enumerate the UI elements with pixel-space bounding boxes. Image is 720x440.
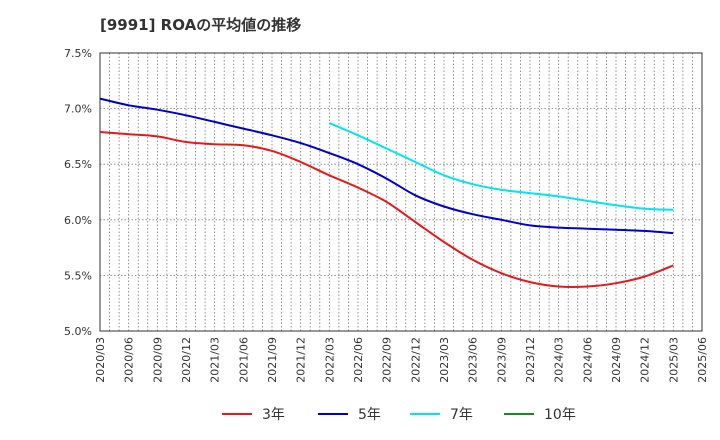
x-tick-label: 2024/09 <box>610 337 623 383</box>
series-line-2 <box>99 97 674 235</box>
plot-area <box>99 52 703 332</box>
x-tick-label: 2020/09 <box>151 337 164 383</box>
y-tick-label: 5.0% <box>64 325 92 338</box>
x-tick-label: 2024/12 <box>639 337 652 383</box>
legend-label-3: 7年 <box>450 407 473 423</box>
y-axis-ticks: 5.0% 5.5% 6.0% 6.5% 7.0% 7.5% <box>64 47 92 338</box>
legend: 3年 5年 7年 10年 <box>222 407 576 423</box>
x-tick-label: 2021/12 <box>295 337 308 383</box>
x-tick-label: 2023/12 <box>524 337 537 383</box>
plot-frame <box>99 52 703 332</box>
x-tick-label: 2025/06 <box>696 337 709 383</box>
x-tick-label: 2023/06 <box>467 337 480 383</box>
y-tick-label: 6.5% <box>64 158 92 171</box>
x-tick-label: 2020/12 <box>180 337 193 383</box>
x-tick-label: 2020/06 <box>123 337 136 383</box>
x-tick-label: 2025/03 <box>667 337 680 383</box>
legend-label-1: 3年 <box>262 407 285 423</box>
legend-label-2: 5年 <box>358 407 381 423</box>
y-tick-label: 6.0% <box>64 214 92 227</box>
series-line-1 <box>99 131 674 289</box>
series-line-3 <box>328 122 674 211</box>
chart-title: [9991] ROAの平均値の推移 <box>100 16 301 34</box>
x-tick-label: 2021/06 <box>237 337 250 383</box>
plot-background <box>100 53 702 331</box>
x-axis-ticks: 2020/03 2020/06 2020/09 2020/12 2021/03 2021/… <box>94 337 709 383</box>
x-tick-label: 2020/03 <box>94 337 107 383</box>
y-tick-label: 7.0% <box>64 103 92 116</box>
x-tick-label: 2022/12 <box>409 337 422 383</box>
legend-label-4: 10年 <box>544 407 576 423</box>
x-tick-label: 2021/09 <box>266 337 279 383</box>
x-tick-label: 2021/03 <box>209 337 222 383</box>
x-tick-label: 2023/09 <box>495 337 508 383</box>
y-tick-label: 7.5% <box>64 47 92 60</box>
x-tick-label: 2024/03 <box>553 337 566 383</box>
x-tick-label: 2023/03 <box>438 337 451 383</box>
series-lines <box>99 97 674 289</box>
x-tick-label: 2024/06 <box>581 337 594 383</box>
y-tick-label: 5.5% <box>64 269 92 282</box>
x-tick-label: 2022/03 <box>323 337 336 383</box>
x-tick-label: 2022/06 <box>352 337 365 383</box>
x-tick-label: 2022/09 <box>381 337 394 383</box>
